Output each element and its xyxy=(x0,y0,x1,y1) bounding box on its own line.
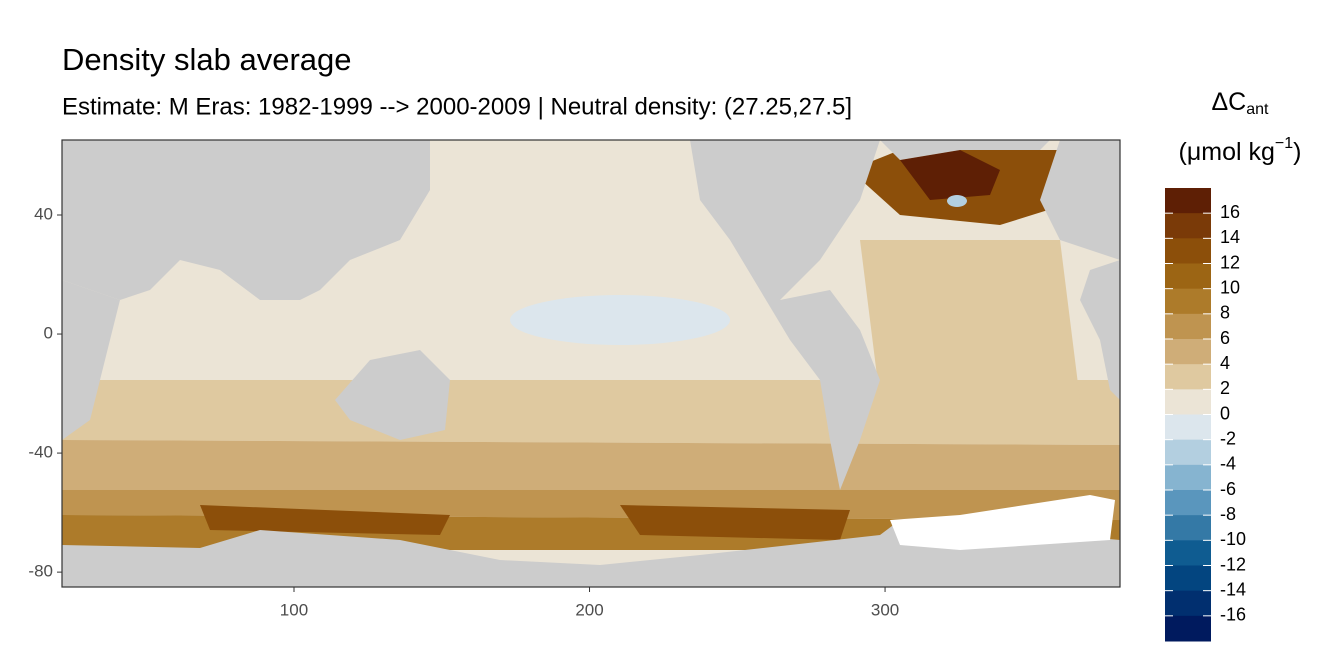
legend-label: -6 xyxy=(1220,479,1236,499)
legend-swatch xyxy=(1165,389,1211,415)
y-tick-label: -40 xyxy=(28,443,53,462)
legend-label: 6 xyxy=(1220,328,1230,348)
legend-label: -8 xyxy=(1220,504,1236,524)
legend-label: 12 xyxy=(1220,252,1240,272)
legend-label: 14 xyxy=(1220,227,1240,247)
legend-swatch xyxy=(1165,414,1211,441)
legend-swatch xyxy=(1165,188,1211,214)
legend-title: ΔCant xyxy=(1211,88,1269,119)
legend-swatch xyxy=(1165,515,1211,541)
legend-label: 16 xyxy=(1220,202,1240,222)
land xyxy=(62,140,1120,587)
legend-swatch xyxy=(1165,238,1211,264)
legend-label: 10 xyxy=(1220,277,1240,297)
chart-subtitle: Estimate: M Eras: 1982-1999 --> 2000-200… xyxy=(62,93,852,120)
legend-label: 2 xyxy=(1220,378,1230,398)
legend-sub: ant xyxy=(1246,101,1269,118)
legend-swatch xyxy=(1165,213,1211,239)
legend-swatch xyxy=(1165,615,1211,642)
x-tick-label: 200 xyxy=(575,600,603,619)
ocean-band xyxy=(620,505,850,540)
legend: ΔCant (μmol kg−1) 16 14 12 10 8 6 4 2 0 -2 -4 -6 -8 -… xyxy=(1165,88,1301,642)
legend-label: 4 xyxy=(1220,353,1230,373)
ocean-band xyxy=(200,505,450,535)
ocean-patch xyxy=(510,295,730,345)
legend-label: -16 xyxy=(1220,605,1246,625)
legend-unit-base: (μmol kg xyxy=(1179,138,1275,166)
legend-symbol: ΔC xyxy=(1211,88,1246,116)
legend-unit-end: ) xyxy=(1293,138,1301,166)
legend-label: 0 xyxy=(1220,403,1230,423)
legend-label: -14 xyxy=(1220,579,1246,599)
y-tick-label: -80 xyxy=(28,562,53,581)
y-tick-label: 40 xyxy=(34,204,53,223)
legend-swatch xyxy=(1165,490,1211,516)
legend-label: -2 xyxy=(1220,428,1236,448)
legend-swatch xyxy=(1165,288,1211,315)
legend-unit-sup: −1 xyxy=(1275,135,1293,152)
legend-swatch xyxy=(1165,263,1211,290)
legend-label: -12 xyxy=(1220,554,1246,574)
legend-swatch xyxy=(1165,364,1211,390)
ocean-patch xyxy=(947,195,967,207)
ocean-band xyxy=(62,440,1120,490)
legend-label: -10 xyxy=(1220,529,1246,549)
x-tick-label: 100 xyxy=(280,600,308,619)
legend-swatch xyxy=(1165,339,1211,365)
legend-label: -4 xyxy=(1220,454,1236,474)
legend-swatch xyxy=(1165,464,1211,491)
ocean-patch xyxy=(900,150,1000,200)
ocean-band xyxy=(860,240,1080,400)
no-data xyxy=(890,495,1115,550)
legend-swatch xyxy=(1165,590,1211,617)
legend-swatch xyxy=(1165,439,1211,466)
chart-title: Density slab average xyxy=(62,42,352,77)
map xyxy=(62,140,1120,587)
legend-swatch xyxy=(1165,565,1211,592)
legend-label: 8 xyxy=(1220,303,1230,323)
x-tick-label: 300 xyxy=(871,600,899,619)
y-tick-label: 0 xyxy=(44,324,53,343)
legend-unit: (μmol kg−1) xyxy=(1179,135,1302,165)
legend-swatch xyxy=(1165,313,1211,340)
legend-swatch xyxy=(1165,540,1211,566)
panel-border xyxy=(61,139,1121,588)
